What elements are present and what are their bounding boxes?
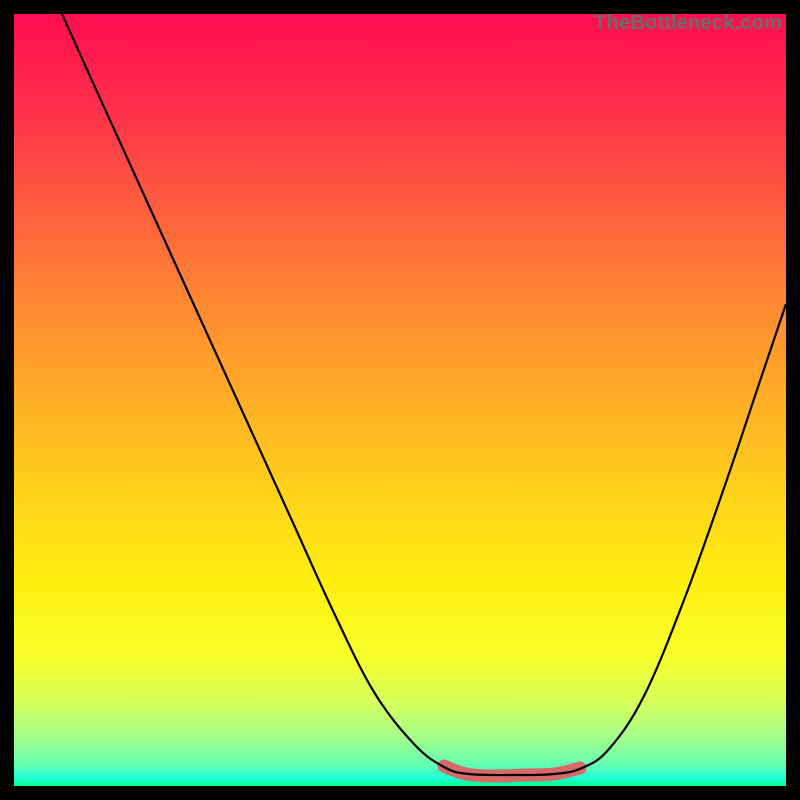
watermark-text: TheBottleneck.com	[594, 12, 782, 35]
plot-area: TheBottleneck.com	[14, 14, 786, 786]
bottleneck-curve	[62, 14, 786, 775]
chart-container: TheBottleneck.com	[0, 0, 800, 800]
curve-layer	[14, 14, 786, 786]
